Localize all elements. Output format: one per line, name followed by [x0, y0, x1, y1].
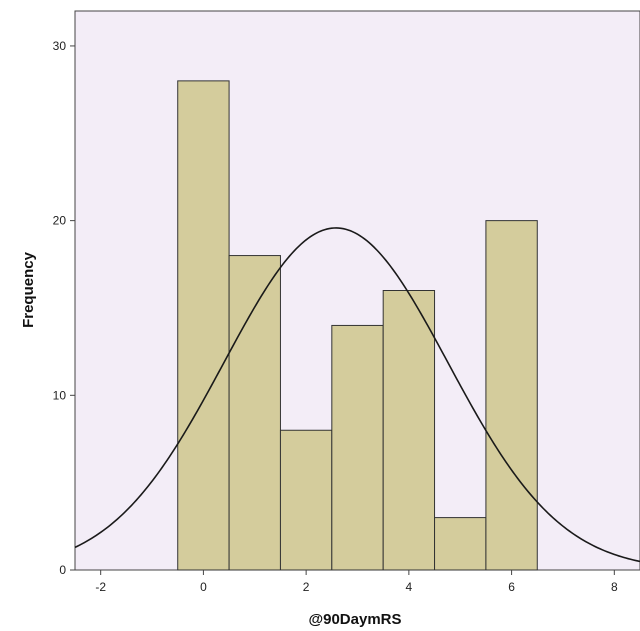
x-tick-label: 4 — [406, 580, 413, 594]
histogram-bar — [485, 220, 538, 571]
y-axis-ticks: 0 10 20 30 — [53, 39, 75, 577]
histogram-bar — [434, 517, 487, 571]
x-tick-label: -2 — [95, 580, 106, 594]
y-tick-label: 20 — [53, 214, 67, 228]
x-tick-label: 2 — [303, 580, 310, 594]
normal-curve — [74, 227, 640, 563]
histogram-bar — [331, 324, 384, 571]
x-tick-label: 8 — [611, 580, 618, 594]
histogram-bar — [279, 429, 333, 571]
histogram-bars — [177, 80, 538, 571]
histogram-bar — [382, 290, 436, 571]
y-tick-label: 0 — [59, 563, 66, 577]
y-axis-title: Frequency — [20, 251, 37, 328]
y-tick-label: 30 — [53, 39, 67, 53]
x-tick-label: 0 — [200, 580, 207, 594]
x-tick-label: 6 — [508, 580, 515, 594]
x-axis-ticks: -2 0 2 4 6 8 — [95, 570, 618, 594]
y-tick-label: 10 — [53, 388, 67, 402]
x-axis-title: @90DaymRS — [308, 611, 401, 628]
histogram-bar — [228, 255, 281, 571]
histogram-bar — [177, 80, 230, 571]
